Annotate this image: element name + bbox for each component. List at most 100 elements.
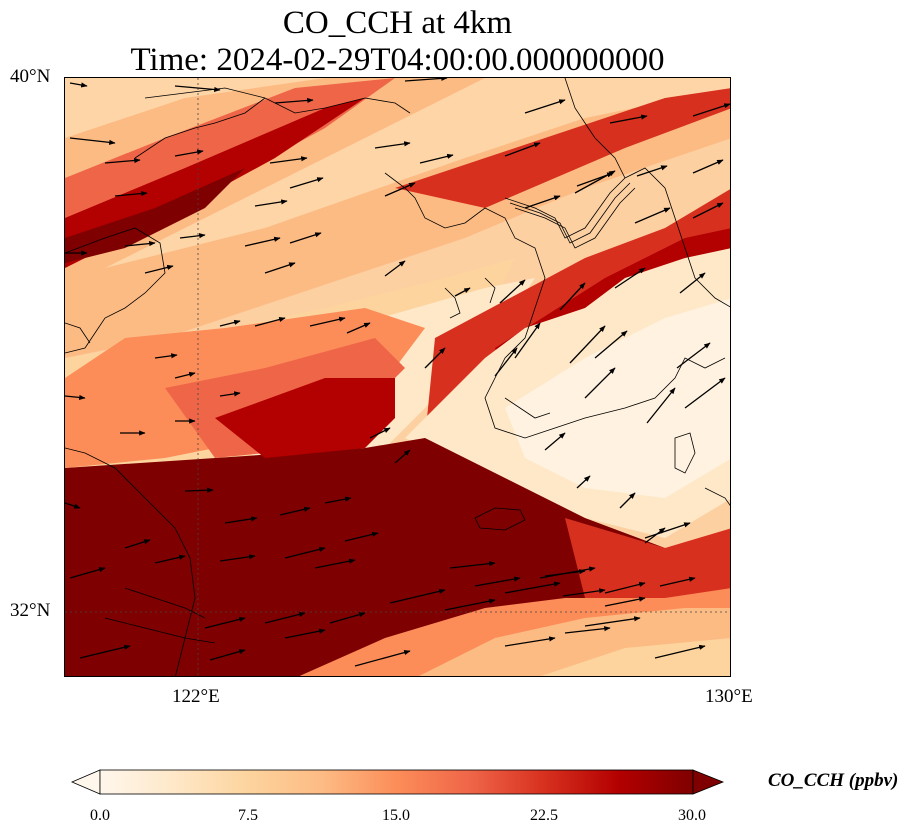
wind-arrow xyxy=(619,492,636,509)
yangtze-north-bank xyxy=(124,587,206,619)
lon-label-130e: 130°E xyxy=(705,686,753,707)
wind-arrow xyxy=(524,195,561,209)
colorbar-max-extend-triangle xyxy=(692,769,725,795)
wind-arrow xyxy=(576,475,591,489)
wind-arrow xyxy=(594,330,628,359)
wind-arrow xyxy=(444,598,496,611)
wind-arrow xyxy=(692,159,724,174)
wind-arrow xyxy=(604,596,646,607)
wind-arrow xyxy=(174,85,221,93)
wind-arrow xyxy=(559,282,586,311)
coastline-liaodong-south xyxy=(134,97,266,159)
wind-arrow xyxy=(264,611,306,624)
wind-arrow xyxy=(504,636,556,647)
wind-arrow xyxy=(219,391,241,397)
concentration-map xyxy=(65,78,730,676)
wind-arrow xyxy=(692,103,730,117)
wind-arrow xyxy=(539,566,596,579)
wind-arrow xyxy=(224,516,258,524)
gridlines xyxy=(65,78,730,676)
wind-arrow xyxy=(654,644,706,659)
colorbar-min-extend-triangle xyxy=(70,769,101,795)
wind-arrow xyxy=(69,567,106,579)
wind-arrow xyxy=(354,650,411,667)
island-west-1 xyxy=(444,287,461,319)
wind-arrow xyxy=(344,531,379,542)
wind-arrow xyxy=(219,554,256,562)
wind-arrow xyxy=(154,554,186,564)
wind-arrow xyxy=(636,165,668,177)
wind-arrow xyxy=(374,141,411,149)
colorbar-gradient xyxy=(99,769,694,795)
wind-arrow xyxy=(289,177,324,189)
wind-arrow xyxy=(524,99,566,114)
wind-arrow xyxy=(209,649,246,661)
wind-arrow xyxy=(369,427,391,439)
wind-arrow xyxy=(692,202,724,219)
wind-arrow xyxy=(69,137,116,145)
wind-arrow xyxy=(504,142,541,157)
wind-arrow xyxy=(254,199,288,207)
wind-arrow xyxy=(514,322,541,359)
colorbar-title: CO_CCH (ppbv) xyxy=(768,770,899,791)
wind-arrow xyxy=(154,353,178,359)
wind-arrow xyxy=(634,207,671,224)
wind-arrow xyxy=(494,347,518,377)
colorbar-tick-3: 22.5 xyxy=(530,807,558,824)
colorbar-tick-0: 0.0 xyxy=(90,807,110,824)
wind-arrow xyxy=(474,576,521,587)
concentration-field xyxy=(65,78,730,676)
wind-arrow xyxy=(424,347,446,369)
wind-arrow xyxy=(279,506,311,516)
map-title: CO_CCH at 4km xyxy=(282,5,513,41)
wind-arrow xyxy=(124,240,156,247)
wind-arrow xyxy=(604,581,646,594)
island-tsushima xyxy=(674,432,696,474)
wind-arrow xyxy=(394,449,411,464)
coastline-bohai xyxy=(65,227,166,354)
wind-arrow xyxy=(584,616,641,627)
wind-arrow xyxy=(562,588,606,597)
wind-arrow xyxy=(264,262,296,274)
wind-arrow xyxy=(449,561,496,569)
wind-arrow xyxy=(644,527,666,544)
wind-arrow xyxy=(609,114,648,124)
wind-arrow xyxy=(454,287,471,297)
wind-arrow xyxy=(324,496,352,504)
wind-arrow xyxy=(254,316,286,327)
colorbar-tick-2: 15.0 xyxy=(382,807,410,824)
wind-arrow xyxy=(269,156,308,164)
wind-arrow xyxy=(184,487,214,493)
wind-arrow xyxy=(174,149,204,157)
coastline-kyushu xyxy=(704,487,730,506)
wind-arrow xyxy=(104,157,141,164)
wind-arrow xyxy=(676,342,711,369)
colorbar-tick-1: 7.5 xyxy=(238,807,258,824)
island-jeju xyxy=(474,507,526,531)
colorbar-tick-4: 30.0 xyxy=(678,807,706,824)
wind-arrow xyxy=(389,588,446,604)
wind-arrow xyxy=(569,325,606,364)
wind-arrow xyxy=(679,272,706,294)
wind-arrow xyxy=(69,82,88,88)
map-plot-area xyxy=(64,77,731,677)
wind-arrow xyxy=(289,232,322,244)
island-west-2 xyxy=(484,277,496,304)
wind-arrow xyxy=(309,316,346,327)
boundary-north-korea xyxy=(504,177,626,239)
wind-arrow xyxy=(644,522,691,539)
colorbar xyxy=(70,769,725,795)
wind-arrow xyxy=(79,644,131,659)
wind-vectors xyxy=(65,78,730,667)
yangtze-south-bank xyxy=(104,617,216,644)
wind-arrow xyxy=(284,546,326,559)
coastline-korea-northeast xyxy=(564,78,730,308)
wind-arrow xyxy=(314,558,356,569)
wind-arrow xyxy=(204,616,246,629)
coastline-jiangsu xyxy=(65,447,196,676)
wind-arrow xyxy=(144,264,174,274)
wind-arrow xyxy=(614,267,646,289)
wind-arrow xyxy=(284,628,326,639)
wind-arrow xyxy=(544,432,566,451)
wind-arrow xyxy=(584,367,616,399)
